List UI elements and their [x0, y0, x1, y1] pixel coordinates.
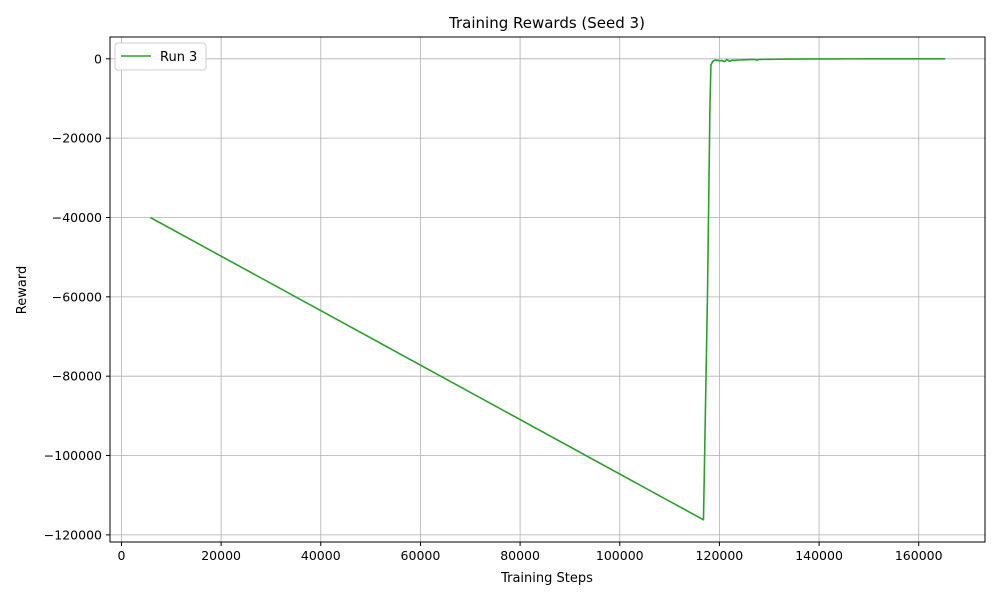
axes-frame — [109, 36, 986, 543]
y-tick-label: −40000 — [52, 210, 102, 225]
y-axis-title: Reward — [15, 266, 30, 314]
legend: Run 3 — [114, 42, 207, 71]
x-tick-label: 140000 — [795, 548, 843, 563]
y-tick-label: −80000 — [52, 369, 102, 384]
legend-box — [114, 42, 207, 71]
x-tick-label: 0 — [117, 548, 125, 563]
x-tick-label: 40000 — [301, 548, 341, 563]
x-tick-label: 120000 — [696, 548, 744, 563]
y-tick-label: −60000 — [52, 289, 102, 304]
x-tick-label: 20000 — [201, 548, 241, 563]
x-tick-label: 60000 — [401, 548, 441, 563]
y-tick-label: −20000 — [52, 131, 102, 146]
x-axis-title: Training Steps — [500, 571, 593, 586]
series-lines — [149, 58, 946, 521]
y-tick-label: −100000 — [44, 448, 102, 463]
x-tick-label: 160000 — [895, 548, 943, 563]
chart-title: Training Rewards (Seed 3) — [448, 14, 645, 32]
legend-label-run-3: Run 3 — [160, 50, 197, 65]
ticks: 0 20000 40000 60000 80000 100000 120000 140000 1… — [44, 51, 943, 563]
y-tick-label: 0 — [94, 51, 102, 66]
y-tick-label: −120000 — [44, 527, 102, 542]
x-tick-label: 100000 — [596, 548, 644, 563]
series-line-run-3 — [149, 58, 946, 521]
x-tick-label: 80000 — [500, 548, 540, 563]
